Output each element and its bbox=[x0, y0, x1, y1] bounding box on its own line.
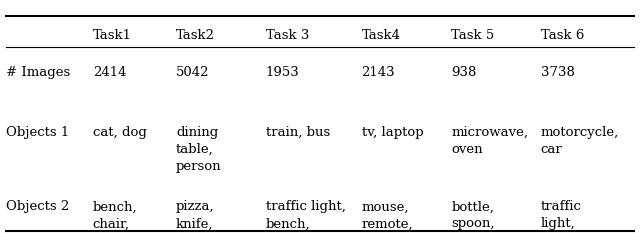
Text: Task1: Task1 bbox=[93, 29, 132, 42]
Text: # Images: # Images bbox=[6, 66, 70, 79]
Text: mouse,
remote,
keyboard,
cellphone: mouse, remote, keyboard, cellphone bbox=[362, 200, 428, 233]
Text: traffic
light,
handbag,
backpack,
bicycle: traffic light, handbag, backpack, bicycl… bbox=[541, 200, 609, 233]
Text: train, bus: train, bus bbox=[266, 126, 330, 139]
Text: tv, laptop: tv, laptop bbox=[362, 126, 423, 139]
Text: Task 3: Task 3 bbox=[266, 29, 309, 42]
Text: Objects 2: Objects 2 bbox=[6, 200, 70, 213]
Text: dining
table,
person: dining table, person bbox=[176, 126, 221, 173]
Text: 2143: 2143 bbox=[362, 66, 396, 79]
Text: traffic light,
bench,
backpack,
handbag: traffic light, bench, backpack, handbag bbox=[266, 200, 346, 233]
Text: 3738: 3738 bbox=[541, 66, 575, 79]
Text: microwave,
oven: microwave, oven bbox=[451, 126, 528, 156]
Text: motorcycle,
car: motorcycle, car bbox=[541, 126, 619, 156]
Text: cat, dog: cat, dog bbox=[93, 126, 147, 139]
Text: pizza,
knife,
cup, cake: pizza, knife, cup, cake bbox=[176, 200, 240, 233]
Text: Objects 1: Objects 1 bbox=[6, 126, 70, 139]
Text: Task4: Task4 bbox=[362, 29, 401, 42]
Text: 2414: 2414 bbox=[93, 66, 126, 79]
Text: Task 5: Task 5 bbox=[451, 29, 495, 42]
Text: 938: 938 bbox=[451, 66, 477, 79]
Text: bench,
chair,
couch,
bed: bench, chair, couch, bed bbox=[93, 200, 138, 233]
Text: 1953: 1953 bbox=[266, 66, 300, 79]
Text: Task 6: Task 6 bbox=[541, 29, 584, 42]
Text: 5042: 5042 bbox=[176, 66, 209, 79]
Text: Task2: Task2 bbox=[176, 29, 215, 42]
Text: bottle,
spoon,
knife, cup: bottle, spoon, knife, cup bbox=[451, 200, 517, 233]
